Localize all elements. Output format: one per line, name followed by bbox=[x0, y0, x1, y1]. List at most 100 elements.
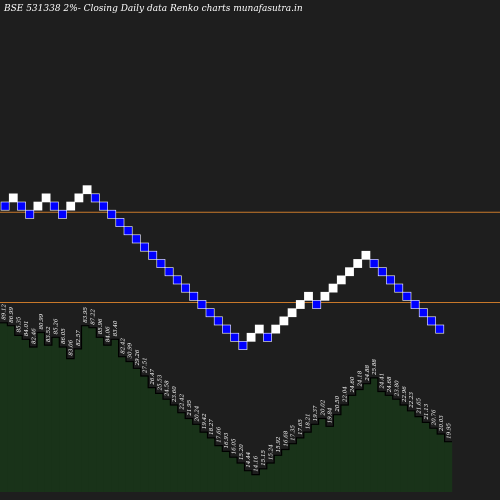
volume-bar bbox=[214, 445, 223, 492]
bricks-layer bbox=[0, 185, 445, 350]
volume-bar bbox=[22, 339, 30, 492]
volume-bar bbox=[229, 457, 238, 492]
volume-bar bbox=[422, 422, 430, 492]
volume-bar bbox=[259, 468, 267, 492]
volume-bar bbox=[44, 345, 53, 492]
volume-label: 82.46 bbox=[31, 328, 37, 344]
renko-brick-up bbox=[82, 185, 92, 195]
volume-label: 17.66 bbox=[217, 426, 223, 442]
renko-brick-down bbox=[369, 259, 379, 268]
volume-bar bbox=[140, 376, 149, 492]
renko-brick-up bbox=[287, 308, 297, 318]
volume-bar bbox=[333, 414, 342, 492]
renko-brick-down bbox=[131, 234, 141, 244]
renko-brick-down bbox=[377, 267, 387, 277]
renko-brick-up bbox=[353, 259, 363, 268]
volume-label: 20.24 bbox=[194, 405, 200, 422]
volume-bar bbox=[163, 399, 171, 492]
volume-bar bbox=[281, 449, 290, 492]
volume-bar bbox=[14, 335, 23, 492]
renko-brick-up bbox=[254, 324, 264, 334]
volume-label: 21.65 bbox=[417, 397, 423, 414]
volume-label: 24.18 bbox=[357, 370, 363, 387]
volume-label: 22.42 bbox=[180, 393, 186, 410]
volume-bar bbox=[185, 418, 193, 492]
volume-bar bbox=[222, 451, 230, 492]
volume-label: 19.37 bbox=[313, 405, 319, 421]
volume-label: 86.05 bbox=[61, 328, 67, 344]
volume-label: 24.60 bbox=[350, 376, 356, 393]
volume-bar bbox=[74, 348, 82, 492]
renko-brick-down bbox=[435, 324, 445, 334]
renko-brick-down bbox=[197, 300, 207, 309]
volume-label: 83.40 bbox=[113, 320, 119, 336]
renko-brick-down bbox=[115, 218, 125, 227]
volume-label: 82.57 bbox=[76, 330, 82, 346]
renko-brick-up bbox=[41, 193, 51, 203]
renko-brick-up bbox=[328, 283, 338, 293]
volume-label: 22.96 bbox=[402, 386, 408, 403]
volume-bar bbox=[37, 332, 45, 492]
volume-label: 14.44 bbox=[246, 451, 252, 467]
volume-bar bbox=[348, 395, 356, 492]
renko-brick-down bbox=[213, 316, 223, 326]
volume-bar bbox=[81, 325, 90, 492]
volume-label: 22.04 bbox=[343, 386, 349, 403]
volume-bar bbox=[148, 387, 156, 492]
renko-brick-down bbox=[402, 291, 412, 301]
volume-bar bbox=[170, 405, 179, 492]
volume-label: 83.06 bbox=[68, 339, 74, 355]
renko-brick-down bbox=[25, 209, 35, 219]
renko-brick-up bbox=[345, 267, 354, 277]
renko-brick-up bbox=[304, 291, 313, 301]
renko-brick-down bbox=[148, 250, 158, 260]
volume-bar bbox=[125, 361, 134, 492]
renko-brick-down bbox=[156, 259, 166, 268]
renko-brick-down bbox=[140, 242, 149, 252]
renko-brick-down bbox=[427, 316, 436, 326]
volume-label: 15.20 bbox=[239, 444, 245, 460]
volume-bar bbox=[0, 322, 8, 492]
volume-label: 20.76 bbox=[432, 409, 438, 426]
volume-label: 20.03 bbox=[439, 415, 445, 432]
volume-bar bbox=[377, 391, 386, 492]
volume-label: 25.88 bbox=[372, 359, 378, 376]
renko-brick-down bbox=[0, 201, 10, 211]
volume-bar bbox=[385, 395, 393, 492]
volume-bar bbox=[51, 337, 60, 492]
renko-brick-up bbox=[246, 332, 256, 342]
volume-label: 19.84 bbox=[328, 407, 334, 423]
volume-bar bbox=[370, 377, 379, 492]
volume-label: 19.42 bbox=[202, 413, 208, 429]
renko-brick-down bbox=[90, 193, 100, 203]
volume-bar bbox=[237, 463, 245, 492]
renko-brick-down bbox=[17, 201, 26, 211]
volume-bar bbox=[318, 418, 327, 492]
renko-brick-up bbox=[336, 275, 346, 285]
volume-label: 30.99 bbox=[128, 342, 134, 358]
volume-bar bbox=[355, 389, 364, 492]
volume-label: 27.51 bbox=[143, 357, 149, 374]
volume-label: 21.13 bbox=[424, 403, 430, 420]
volume-label: 19.95 bbox=[446, 422, 452, 438]
volume-label: 85.35 bbox=[17, 316, 23, 332]
volume-bar bbox=[7, 325, 16, 492]
volume-bar bbox=[429, 428, 438, 492]
volume-bar bbox=[118, 356, 127, 492]
renko-brick-down bbox=[181, 283, 190, 293]
renko-brick-up bbox=[33, 201, 43, 211]
volume-bar bbox=[288, 443, 297, 492]
volume-bar bbox=[155, 393, 164, 492]
volume-bar bbox=[244, 470, 253, 492]
renko-brick-up bbox=[8, 193, 18, 203]
volume-bar bbox=[400, 405, 408, 492]
volume-label: 82.42 bbox=[120, 337, 126, 353]
volume-bar bbox=[437, 434, 445, 492]
renko-brick-down bbox=[410, 300, 420, 309]
volume-bar bbox=[340, 405, 349, 492]
volume-bar bbox=[363, 383, 371, 492]
volume-label: 15.92 bbox=[276, 436, 282, 452]
renko-brick-up bbox=[295, 300, 305, 309]
